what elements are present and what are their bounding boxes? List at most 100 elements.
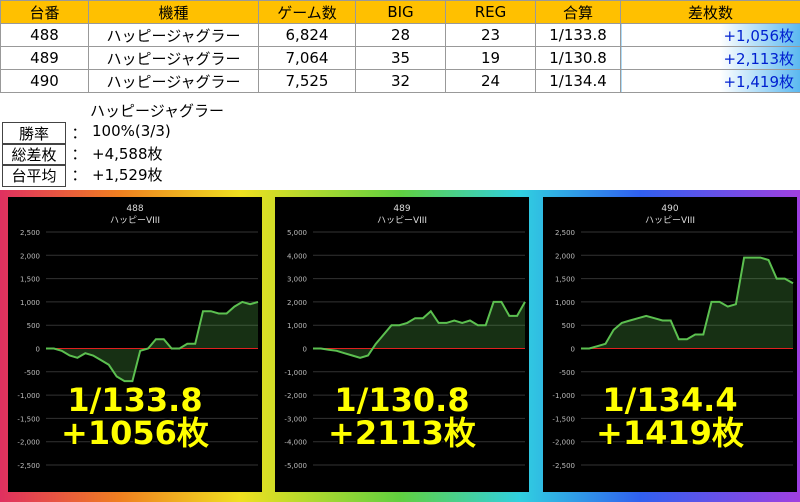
summary-cell: ：: [71, 145, 87, 163]
line-area: [46, 301, 258, 382]
chart-subtitle: ハッピーVIII: [377, 215, 427, 226]
table-cell: ハッピージャグラー: [88, 46, 259, 70]
table-row: 488 ハッピージャグラー 6,824 28 23 1/133.8 +1,056枚: [0, 23, 800, 47]
y-tick-label: -1,000: [284, 369, 307, 377]
table-row: 490 ハッピージャグラー 7,525 32 24 1/134.4 +1,419枚: [0, 69, 800, 93]
y-tick-label: -1,000: [17, 392, 40, 400]
y-tick-label: 1,000: [287, 322, 307, 330]
table-row: 489 ハッピージャグラー 7,064 35 19 1/130.8 +2,113枚: [0, 46, 800, 70]
table-cell: +1,056枚: [620, 23, 800, 47]
overlay-text: +1419枚: [596, 414, 744, 452]
y-tick-label: 0: [303, 346, 307, 354]
y-tick-label: -1,500: [17, 415, 40, 423]
y-tick-label: -4,000: [284, 439, 307, 447]
line: [313, 300, 526, 359]
y-tick-label: 500: [562, 322, 575, 330]
overlay-text: 1/133.8: [67, 381, 202, 419]
summary-cell: 勝率: [2, 122, 66, 145]
y-tick-label: -500: [559, 369, 575, 377]
overlay-text: +2113枚: [328, 414, 476, 452]
summary-cell: +4,588枚: [92, 145, 163, 163]
y-tick-label: -1,500: [552, 415, 575, 423]
y-tick-label: -5,000: [284, 462, 307, 470]
overlay-text: 1/134.4: [602, 381, 737, 419]
table-cell: 1/130.8: [535, 46, 621, 70]
table-cell: +1,419枚: [620, 69, 800, 93]
table-cell: 1/133.8: [535, 23, 621, 47]
y-tick-label: 2,000: [20, 252, 40, 260]
y-tick-label: 2,500: [555, 229, 575, 237]
y-tick-label: 1,500: [20, 276, 40, 284]
table-cell: 32: [355, 69, 446, 93]
table-cell: ハッピージャグラー: [88, 23, 259, 47]
summary-row: 総差枚 ： +4,588枚: [2, 143, 163, 166]
header-row: 台番 機種 ゲーム数 BIG REG 合算 差枚数: [0, 0, 800, 24]
table-cell: 488: [0, 23, 89, 47]
y-tick-label: 1,000: [20, 299, 40, 307]
chart-subtitle: ハッピーVIII: [645, 215, 695, 226]
header-cell: 合算: [535, 0, 621, 24]
summary-cell: +1,529枚: [92, 166, 163, 184]
overlay-text: 1/130.8: [334, 381, 469, 419]
table-cell: 1/134.4: [535, 69, 621, 93]
summary-row: 勝率 ： 100%(3/3): [2, 122, 171, 145]
table-cell: ハッピージャグラー: [88, 69, 259, 93]
chart-title: 490: [661, 204, 678, 214]
y-tick-label: -1,000: [552, 392, 575, 400]
table-cell: 6,824: [258, 23, 356, 47]
table-cell: 489: [0, 46, 89, 70]
summary-cell: ：: [71, 166, 87, 184]
table-cell: 23: [445, 23, 536, 47]
y-tick-label: -2,000: [17, 439, 40, 447]
header-cell: 機種: [88, 0, 259, 24]
y-tick-label: 2,000: [555, 252, 575, 260]
y-tick-label: 500: [27, 322, 40, 330]
table-cell: 7,525: [258, 69, 356, 93]
summary-row: 台平均 ： +1,529枚: [2, 164, 163, 187]
header-cell: BIG: [355, 0, 446, 24]
y-tick-label: -500: [24, 369, 40, 377]
header-cell: 差枚数: [620, 0, 800, 24]
y-tick-label: -2,000: [552, 439, 575, 447]
table-cell: 7,064: [258, 46, 356, 70]
y-tick-label: 5,000: [287, 229, 307, 237]
chart-subtitle: ハッピーVIII: [110, 215, 160, 226]
y-tick-label: -3,000: [284, 415, 307, 423]
summary-cell: 100%(3/3): [92, 122, 171, 140]
y-tick-label: 0: [571, 346, 575, 354]
y-tick-label: 1,000: [555, 299, 575, 307]
line: [581, 256, 794, 350]
table-cell: 490: [0, 69, 89, 93]
table-cell: 35: [355, 46, 446, 70]
chart-title: 488: [126, 204, 143, 214]
y-tick-label: 1,500: [555, 276, 575, 284]
y-tick-label: -2,500: [552, 462, 575, 470]
y-tick-label: 0: [36, 346, 40, 354]
y-tick-label: 4,000: [287, 252, 307, 260]
summary-cell: ：: [71, 124, 87, 142]
data-table: 台番 機種 ゲーム数 BIG REG 合算 差枚数 488 ハッピージャグラー 6,824 28 23…: [0, 0, 800, 93]
chart-title: 489: [393, 204, 410, 214]
table-cell: 28: [355, 23, 446, 47]
line-area: [313, 301, 525, 358]
y-tick-label: -2,000: [284, 392, 307, 400]
table-cell: +2,113枚: [620, 46, 800, 70]
y-tick-label: 2,500: [20, 229, 40, 237]
header-cell: REG: [445, 0, 536, 24]
summary-cell: 総差枚: [2, 143, 66, 166]
y-tick-label: 2,000: [287, 299, 307, 307]
table-cell: 19: [445, 46, 536, 70]
overlay-text: +1056枚: [61, 414, 209, 452]
header-cell: 台番: [0, 0, 89, 24]
line: [46, 300, 259, 383]
table-cell: 24: [445, 69, 536, 93]
y-tick-label: -2,500: [17, 462, 40, 470]
summary-title: ハッピージャグラー: [90, 102, 224, 120]
header-cell: ゲーム数: [258, 0, 356, 24]
summary-cell: 台平均: [2, 164, 66, 187]
line-area: [581, 257, 793, 349]
